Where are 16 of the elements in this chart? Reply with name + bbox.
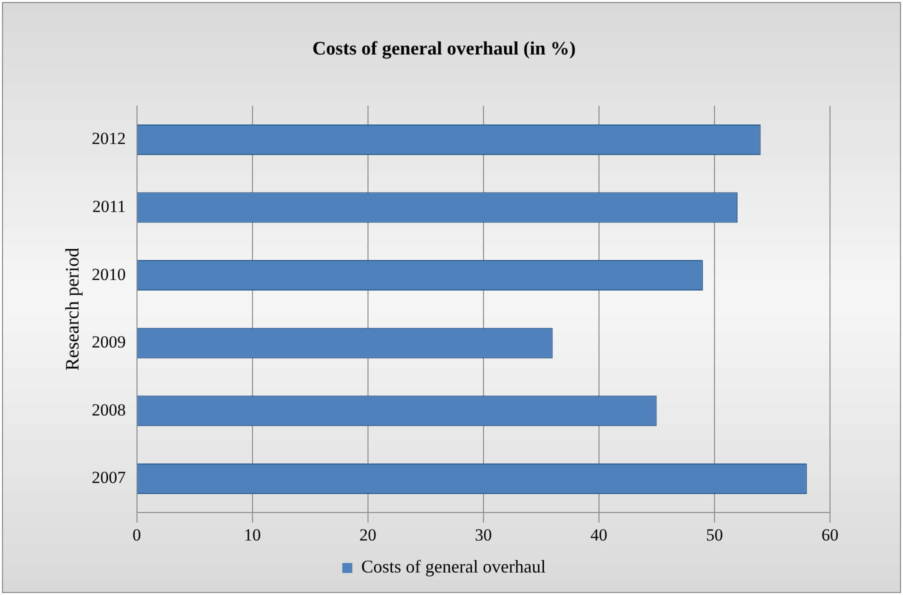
legend-label: Costs of general overhaul (361, 556, 546, 577)
x-tick-label: 30 (474, 525, 492, 544)
x-tick-label: 10 (244, 525, 261, 544)
y-tick-label: 2009 (92, 332, 126, 352)
x-tick-label: 0 (132, 525, 142, 544)
y-tick-label: 2012 (92, 129, 126, 148)
chart-title: Costs of general overhaul (in %) (312, 38, 576, 60)
x-tick-label: 20 (359, 525, 376, 544)
y-tick-label: 2007 (92, 468, 126, 488)
y-axis-title: Research period (62, 247, 84, 371)
x-tick-label: 60 (822, 525, 838, 544)
x-tick-label: 50 (706, 525, 723, 544)
y-tick-label: 2008 (92, 400, 126, 420)
x-tick-label: 40 (590, 525, 608, 544)
y-tick-label: 2010 (92, 264, 126, 284)
y-tick-label: 2011 (92, 196, 126, 216)
